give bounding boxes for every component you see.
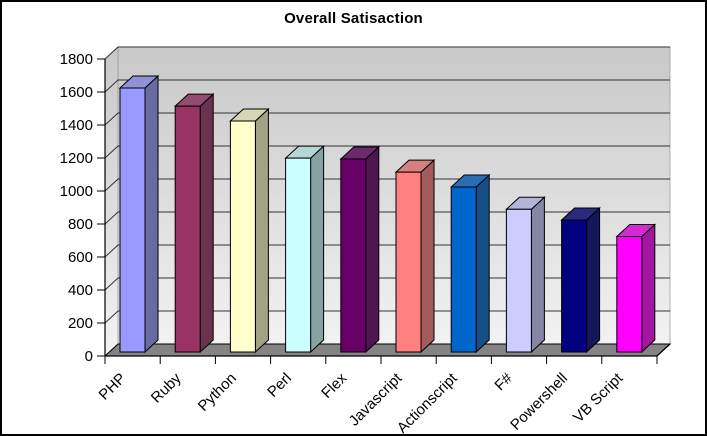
bar-front-face	[505, 208, 532, 353]
x-axis-label: VB Script	[570, 369, 627, 426]
bars-group	[118, 74, 657, 354]
bar-side-face	[530, 196, 545, 354]
bar-side-face	[144, 74, 159, 354]
bar-front-face	[174, 105, 201, 353]
x-axis-label: Ruby	[148, 369, 185, 406]
bar-perl	[284, 144, 325, 354]
chart-title: Overall Satisaction	[284, 10, 423, 27]
bar-side-face	[310, 144, 325, 354]
bar-ruby	[173, 93, 215, 354]
x-axis-label: Python	[195, 370, 240, 415]
y-axis-label: 1800	[60, 51, 93, 68]
y-axis-label: 400	[68, 282, 93, 299]
y-axis-label: 1400	[60, 117, 93, 134]
y-axis: 0 200 400 600 800 1000 1200 1400 1600 1800	[60, 51, 105, 365]
y-axis-label: 0	[85, 348, 93, 365]
bar-side-face	[586, 206, 601, 354]
bar-side-face	[641, 223, 656, 354]
x-axis-label: PHP	[96, 370, 130, 404]
y-axis-label: 1200	[60, 150, 93, 167]
bar-vb-script	[615, 223, 657, 354]
y-axis-label: 800	[68, 216, 93, 233]
bar-front-face	[616, 236, 643, 353]
bar-front-face	[340, 158, 367, 353]
x-axis: PHP Ruby Python Perl FlexJavascriptActionscr…	[96, 356, 658, 436]
bar-side-face	[365, 145, 380, 354]
bar-side-face	[420, 159, 435, 354]
bar-front-face	[450, 186, 477, 353]
y-axis-label: 200	[68, 315, 93, 332]
bar-javascript	[394, 159, 436, 354]
bar-front-face	[119, 87, 146, 353]
bar-flex	[339, 145, 381, 354]
x-axis-label: Perl	[264, 370, 295, 401]
x-axis-label: Actionscript	[394, 369, 461, 436]
bar-front-face	[561, 219, 588, 353]
bar-side-face	[199, 93, 214, 354]
bar-php	[118, 74, 160, 354]
left-wall	[104, 46, 119, 357]
bar-actionscript	[449, 173, 491, 354]
bar-front-face	[229, 120, 256, 353]
bar-python	[229, 107, 270, 354]
bar-f	[505, 196, 546, 354]
x-axis-label: Flex	[318, 369, 350, 401]
y-axis-label: 1000	[60, 183, 93, 200]
bar-front-face	[395, 171, 422, 353]
bar-side-face	[254, 107, 269, 354]
x-axis-label: Powershell	[507, 370, 571, 434]
x-axis-label: F#	[491, 369, 516, 394]
y-axis-label: 1600	[60, 84, 93, 101]
bar-powershell	[560, 206, 601, 354]
bar-side-face	[475, 173, 490, 354]
bar-front-face	[285, 157, 312, 353]
y-axis-label: 600	[68, 249, 93, 266]
